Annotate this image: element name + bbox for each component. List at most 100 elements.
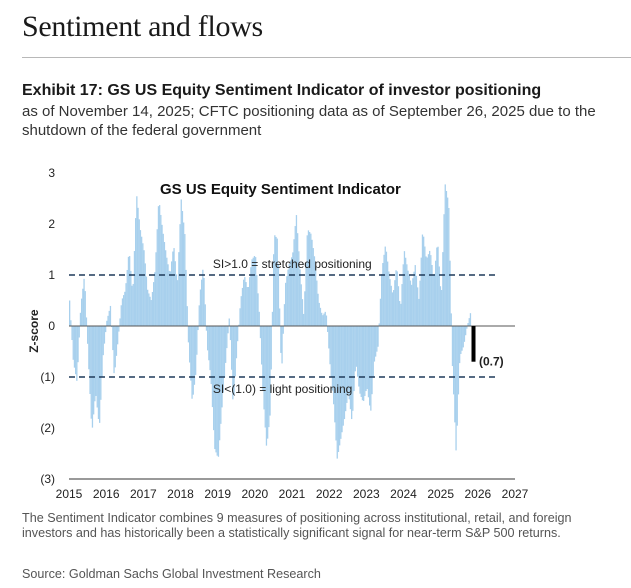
- data-bar: [269, 326, 271, 416]
- data-bar: [153, 282, 155, 326]
- data-bar: [325, 315, 328, 326]
- data-bar: [142, 243, 144, 326]
- data-bar: [228, 318, 230, 326]
- data-bar: [467, 323, 469, 326]
- data-bar: [408, 275, 410, 326]
- data-bar: [447, 197, 449, 326]
- data-bar: [335, 326, 337, 441]
- data-bar: [322, 315, 324, 326]
- data-bar: [90, 326, 92, 419]
- data-bar: [149, 296, 151, 326]
- y-tick-label: 0: [48, 319, 55, 333]
- data-bar: [189, 326, 191, 363]
- data-bar: [166, 257, 168, 326]
- data-bar: [145, 276, 148, 326]
- data-bar: [75, 326, 77, 375]
- data-bar: [191, 326, 193, 399]
- data-bar: [426, 257, 428, 326]
- data-bar: [154, 272, 156, 326]
- data-bar: [441, 289, 443, 326]
- data-bar: [151, 291, 154, 326]
- data-bar: [348, 326, 350, 400]
- data-bar: [137, 207, 139, 326]
- data-bar: [444, 184, 446, 326]
- data-bar: [417, 287, 419, 326]
- data-bar: [360, 326, 362, 397]
- data-bar: [355, 326, 358, 367]
- data-bar: [340, 326, 342, 439]
- data-bar: [349, 326, 352, 410]
- data-bar: [85, 317, 88, 326]
- data-bar: [235, 326, 238, 359]
- data-bar: [378, 323, 380, 326]
- data-bar: [357, 326, 359, 377]
- data-bar: [215, 326, 217, 453]
- data-bar: [139, 230, 142, 326]
- data-bar: [438, 266, 440, 326]
- data-bar: [303, 313, 305, 326]
- data-bar: [312, 248, 314, 326]
- exhibit-title: Exhibit 17: GS US Equity Sentiment Indic…: [22, 82, 542, 99]
- data-bar: [311, 239, 313, 326]
- data-bar: [285, 282, 287, 326]
- data-bar: [79, 312, 82, 326]
- data-bar: [233, 326, 235, 395]
- data-bar: [364, 326, 366, 396]
- data-bar: [217, 326, 220, 457]
- data-bar: [83, 278, 85, 326]
- data-bar: [353, 326, 355, 392]
- data-bar: [421, 234, 424, 326]
- data-bar: [413, 271, 415, 326]
- data-bar: [173, 248, 175, 326]
- data-bar: [211, 326, 214, 408]
- threshold-lines: SI>1.0 = stretched positioning SI<(1.0) =…: [69, 257, 496, 396]
- data-bar: [117, 326, 119, 345]
- data-bar: [462, 326, 464, 348]
- data-bar: [407, 270, 409, 326]
- data-bar: [265, 326, 268, 446]
- threshold-label: SI>1.0 = stretched positioning: [213, 257, 372, 271]
- data-bar: [184, 234, 186, 326]
- data-bar: [258, 311, 260, 326]
- data-bar: [196, 326, 198, 355]
- x-tick-label: 2015: [56, 487, 83, 500]
- data-bar: [96, 326, 98, 408]
- data-bar: [69, 300, 71, 326]
- data-bar: [119, 318, 121, 326]
- data-bar: [295, 215, 298, 326]
- data-bar: [354, 326, 356, 372]
- data-bar: [432, 274, 434, 326]
- data-bar: [255, 257, 257, 326]
- y-tick-label: (2): [40, 421, 55, 435]
- data-bar: [397, 286, 400, 326]
- data-bar: [84, 291, 86, 326]
- data-bar: [72, 326, 74, 360]
- data-bar: [372, 326, 374, 378]
- data-bar: [247, 287, 250, 326]
- data-bar: [132, 283, 134, 326]
- data-bar: [181, 210, 184, 326]
- data-bar: [385, 251, 388, 326]
- threshold-label: SI<(1.0) = light positioning: [213, 382, 352, 396]
- data-bar: [150, 300, 152, 326]
- y-tick-label: 2: [48, 217, 55, 231]
- data-bar: [412, 278, 414, 326]
- data-bar: [330, 326, 332, 378]
- x-tick-label: 2017: [130, 487, 157, 500]
- data-bar: [450, 313, 452, 326]
- x-tick-label: 2024: [390, 487, 417, 500]
- data-bar: [358, 326, 360, 387]
- data-bar: [352, 326, 354, 411]
- data-bar: [111, 326, 113, 328]
- data-bar: [225, 326, 227, 363]
- data-bar: [346, 326, 348, 403]
- data-bar: [283, 304, 286, 326]
- bar-series: [69, 184, 472, 459]
- data-bar: [281, 326, 283, 364]
- data-bar: [383, 254, 385, 326]
- data-bar: [94, 326, 96, 402]
- data-bar: [342, 326, 344, 426]
- latest-value-bar: [471, 326, 476, 362]
- data-bar: [453, 326, 455, 395]
- data-bar: [271, 311, 274, 326]
